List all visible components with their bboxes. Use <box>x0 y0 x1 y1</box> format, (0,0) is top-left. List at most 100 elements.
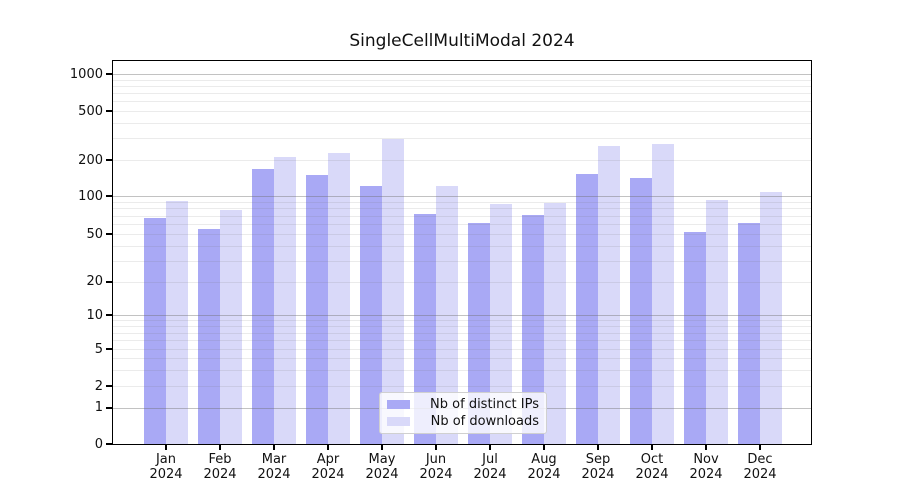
bar-distinct-ips-mar <box>252 169 274 444</box>
x-tick-label-mar: Mar 2024 <box>257 452 291 482</box>
y-tick-label: 500 <box>78 103 103 119</box>
x-tick-label-jul: Jul 2024 <box>473 452 507 482</box>
y-tick-mark <box>106 233 113 235</box>
x-tick-label-apr: Apr 2024 <box>311 452 345 482</box>
gridline-minor <box>113 386 811 387</box>
y-tick-mark <box>106 314 113 316</box>
x-tick-label-oct: Oct 2024 <box>635 452 669 482</box>
bar-downloads-nov <box>706 199 728 444</box>
gridline-minor <box>113 160 811 161</box>
gridline-minor <box>113 111 811 113</box>
gridline-minor <box>113 93 811 95</box>
gridline-minor <box>113 101 811 103</box>
bar-downloads-jan <box>166 200 188 444</box>
gridline-minor <box>113 325 811 327</box>
gridline-minor <box>113 234 811 235</box>
legend-swatch-distinct-ips <box>387 400 410 409</box>
x-tick-label-may: May 2024 <box>365 452 399 482</box>
y-tick-mark <box>106 348 113 350</box>
legend-swatch-downloads <box>387 417 410 426</box>
gridline-minor <box>113 215 811 217</box>
gridline-minor <box>113 85 811 87</box>
x-tick-label-dec: Dec 2024 <box>743 452 777 482</box>
gridline-major <box>113 74 811 76</box>
plot-area: Nb of distinct IPs Nb of downloads 0 1 2 5 1… <box>70 60 812 482</box>
legend: Nb of distinct IPs Nb of downloads <box>379 392 547 434</box>
gridline-minor <box>113 79 811 81</box>
x-tick-mark <box>273 444 275 450</box>
x-tick-mark <box>435 444 437 450</box>
bar-distinct-ips-sep <box>576 174 598 444</box>
y-tick-label: 10 <box>86 307 103 323</box>
bar-downloads-dec <box>760 192 782 444</box>
x-tick-mark <box>705 444 707 450</box>
x-tick-label-aug: Aug 2024 <box>527 452 561 482</box>
x-tick-label-feb: Feb 2024 <box>203 452 237 482</box>
gridline-minor <box>113 369 811 371</box>
bar-distinct-ips-feb <box>198 228 220 444</box>
x-tick-mark <box>327 444 329 450</box>
x-tick-mark <box>651 444 653 450</box>
x-tick-mark <box>543 444 545 450</box>
y-tick-label: 1 <box>94 400 103 416</box>
bar-distinct-ips-aug <box>522 214 544 444</box>
legend-label-distinct-ips: Nb of distinct IPs <box>430 397 539 412</box>
bar-distinct-ips-jun <box>414 214 436 444</box>
x-tick-label-sep: Sep 2024 <box>581 452 615 482</box>
bar-distinct-ips-apr <box>306 174 328 444</box>
y-tick-label: 20 <box>86 274 103 290</box>
bar-downloads-aug <box>544 203 566 444</box>
y-tick-mark <box>106 407 113 409</box>
gridline-minor <box>113 245 811 247</box>
y-tick-label: 200 <box>78 152 103 168</box>
gridline-minor <box>113 260 811 262</box>
y-tick-mark <box>106 159 113 161</box>
legend-item-downloads: Nb of downloads <box>387 414 539 429</box>
x-tick-mark <box>381 444 383 450</box>
bar-downloads-may <box>382 139 404 444</box>
gridline-minor <box>113 332 811 334</box>
gridline-minor <box>113 122 811 124</box>
x-tick-mark <box>219 444 221 450</box>
y-tick-label: 0 <box>94 436 103 452</box>
gridline-minor <box>113 340 811 342</box>
gridline-major <box>113 315 811 316</box>
gridline-minor <box>113 320 811 322</box>
y-tick-mark <box>106 385 113 387</box>
bar-downloads-sep <box>598 145 620 444</box>
bar-distinct-ips-jan <box>144 217 166 444</box>
x-tick-mark <box>489 444 491 450</box>
x-tick-mark <box>165 444 167 450</box>
y-tick-mark <box>106 443 113 445</box>
bar-downloads-jul <box>490 203 512 444</box>
gridline-major <box>113 196 811 197</box>
bar-distinct-ips-jul <box>468 223 490 444</box>
y-tick-label: 5 <box>94 341 103 357</box>
bar-distinct-ips-dec <box>738 223 760 444</box>
grid-layer <box>113 61 811 444</box>
y-tick-mark <box>106 73 113 75</box>
x-tick-mark <box>759 444 761 450</box>
y-tick-mark <box>106 195 113 197</box>
gridline-minor <box>113 224 811 225</box>
y-tick-label: 50 <box>86 226 103 242</box>
gridline-minor <box>113 349 811 351</box>
y-tick-label: 2 <box>94 378 103 394</box>
x-tick-label-nov: Nov 2024 <box>689 452 723 482</box>
y-tick-label: 1000 <box>69 66 103 82</box>
bar-distinct-ips-oct <box>630 178 652 444</box>
bar-distinct-ips-nov <box>684 231 706 444</box>
x-tick-mark <box>597 444 599 450</box>
y-tick-mark <box>106 281 113 283</box>
bar-downloads-jun <box>436 186 458 444</box>
bar-downloads-oct <box>652 143 674 444</box>
x-tick-label-jun: Jun 2024 <box>419 452 453 482</box>
gridline-minor <box>113 208 811 210</box>
bar-downloads-apr <box>328 153 350 444</box>
bar-downloads-feb <box>220 209 242 444</box>
legend-label-downloads: Nb of downloads <box>430 414 539 429</box>
gridline-minor <box>113 201 811 203</box>
x-tick-label-jan: Jan 2024 <box>149 452 183 482</box>
y-tick-label: 100 <box>78 188 103 204</box>
